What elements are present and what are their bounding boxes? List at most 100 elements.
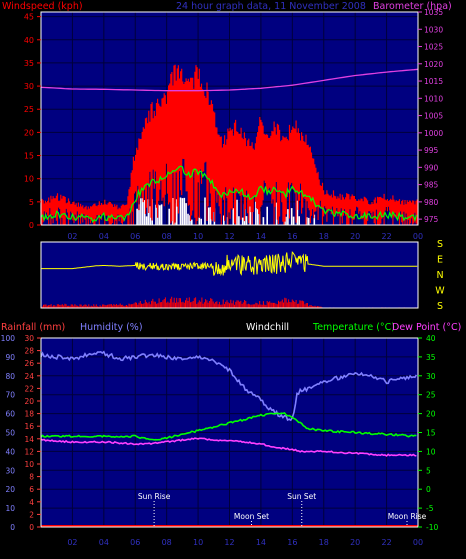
baro-tick-label: 990 [424,163,439,172]
time-tick-label: 08 [162,232,172,241]
rain-tick-label: 0 [29,523,34,532]
rainfall-axis-title: Rainfall (mm) [1,322,65,333]
wind-tick-label: 0 [29,221,34,230]
humidity-tick-label: 50 [5,429,15,438]
wind-direction-series [41,251,418,277]
time-tick-label: 00 [413,232,423,241]
baro-tick-label: 975 [424,215,439,224]
wind-tick-label: 10 [24,175,34,184]
rain-tick-label: 26 [24,359,34,368]
time-tick-label: 06 [130,232,140,241]
time-tick-label: 18 [319,538,329,547]
time-tick-label: 04 [99,232,109,241]
time-tick-label: 20 [350,538,360,547]
baro-tick-label: 1005 [424,112,443,121]
rain-tick-label: 8 [29,473,34,482]
plot-frame [40,11,419,226]
wind-tick-label: 35 [24,59,34,68]
wind-direction-panel [41,242,418,308]
chart-title: 24 hour graph data, 11 November 2008 [176,1,366,12]
wind-tick-label: 30 [24,82,34,91]
time-tick-label: 02 [67,538,77,547]
humidity-tick-label: 60 [5,410,15,419]
rain-tick-label: 10 [24,460,34,469]
time-tick-label: 06 [130,538,140,547]
rain-tick-label: 16 [24,422,34,431]
wind-tick-label: 25 [24,105,34,114]
wind-baro-grid [41,12,418,225]
time-tick-label: 16 [287,538,297,547]
wind-tick-label: 5 [29,198,34,207]
event-label: Moon Rise [388,512,427,521]
humidity-tick-label: 20 [5,485,15,494]
baro-tick-label: 985 [424,181,439,190]
direction-label: W [435,286,445,297]
temp-tick-label: 15 [426,429,436,438]
baro-tick-label: 1030 [424,25,443,34]
event-label: Sun Rise [138,492,171,501]
time-tick-label: 22 [381,538,391,547]
time-tick-label: 14 [256,538,266,547]
event-label: Moon Set [234,512,269,521]
time-tick-label: 20 [350,232,360,241]
rain-tick-label: 12 [24,447,34,456]
temp-humidity-grid [41,338,418,527]
barometer-series [40,68,419,92]
rain-tick-label: 6 [29,485,34,494]
humidity-tick-label: 80 [5,372,15,381]
time-tick-label: 16 [287,232,297,241]
time-tick-label: 10 [193,538,203,547]
direction-label: E [437,255,443,266]
wind-tick-label: 20 [24,128,34,137]
direction-label: N [436,270,443,281]
temperature-axis-title: Temperature (°C) [312,322,395,333]
time-tick-label: 10 [193,232,203,241]
baro-tick-label: 1020 [424,60,443,69]
rain-tick-label: 20 [24,397,34,406]
rain-tick-label: 18 [24,410,34,419]
time-tick-label: 04 [99,538,109,547]
temp-tick-label: -10 [426,523,438,532]
humidity-tick-label: 30 [5,466,15,475]
rain-tick-label: 22 [24,384,34,393]
event-label: Sun Set [287,492,316,501]
average-wind-series [40,165,417,223]
temp-tick-label: -5 [426,504,434,513]
plot-frame [40,241,419,309]
wind-baro-axes: 0510152025303540459759809859909951000100… [24,8,444,230]
humidity-axis-title: Humidity (%) [80,322,143,333]
temp-tick-label: 10 [426,447,436,456]
astronomy-events: Sun Rise Sun Set Moon Set Moon Rise [138,492,427,527]
humidity-tick-label: 90 [5,353,15,362]
time-tick-label: 22 [381,232,391,241]
temp-tick-label: 25 [426,391,436,400]
rain-tick-label: 4 [29,498,34,507]
windchill-legend: Windchill [246,322,289,333]
temp-tick-label: 40 [426,334,436,343]
temp-humidity-axes: 0102030405060708090100024681012141618202… [1,334,439,532]
humidity-tick-label: 100 [1,334,16,343]
temp-tick-label: 0 [426,485,431,494]
baro-tick-label: 995 [424,146,439,155]
rain-tick-label: 2 [29,510,34,519]
time-tick-label: 02 [67,232,77,241]
time-tick-label: 18 [319,232,329,241]
plot-area [41,242,418,308]
dewpoint-axis-title: Dew Point (°C) [392,322,461,333]
wind-tick-label: 45 [24,13,34,22]
time-tick-label: 12 [224,232,234,241]
temp-tick-label: 20 [426,410,436,419]
humidity-series [40,350,418,422]
dewpoint-series [40,437,417,457]
windspeed-axis-title: Windspeed (kph) [2,1,83,12]
rain-tick-label: 14 [24,435,34,444]
wind-direction-data [40,241,419,309]
rain-tick-label: 24 [24,372,34,381]
baro-tick-label: 1000 [424,129,443,138]
humidity-tick-label: 0 [10,523,15,532]
lower-time-axis: 02 04 06 08 10 12 14 16 18 20 22 00 [67,538,423,547]
upper-time-axis: 02 04 06 08 10 12 14 16 18 20 22 00 [67,232,423,241]
